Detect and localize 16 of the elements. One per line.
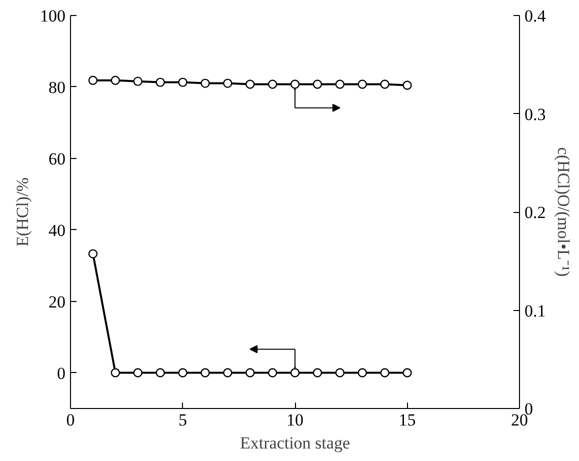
- y-tick-label: 20: [48, 292, 66, 312]
- y-tick-label: 100: [40, 6, 66, 26]
- y-tick-label: 0: [57, 364, 66, 383]
- y2-axis-title: c(HCl)O/(mol•L⁻¹): [554, 147, 573, 277]
- y2-tick-label: 0.4: [524, 6, 546, 26]
- y-axis-title: E(HCl)/%: [13, 178, 32, 246]
- y2-tick-label: 0.3: [524, 104, 546, 124]
- y2-tick-label: 0.1: [524, 301, 546, 320]
- y-tick-label: 40: [48, 220, 66, 240]
- y-tick-label: 60: [48, 149, 66, 168]
- x-tick-label: 15: [398, 410, 416, 430]
- x-axis-title: Extraction stage: [240, 434, 350, 452]
- x-tick-label: 5: [178, 410, 187, 430]
- x-tick-label: 10: [286, 410, 304, 430]
- y2-tick-label: 0.2: [524, 203, 546, 222]
- y-tick-label: 80: [48, 78, 66, 97]
